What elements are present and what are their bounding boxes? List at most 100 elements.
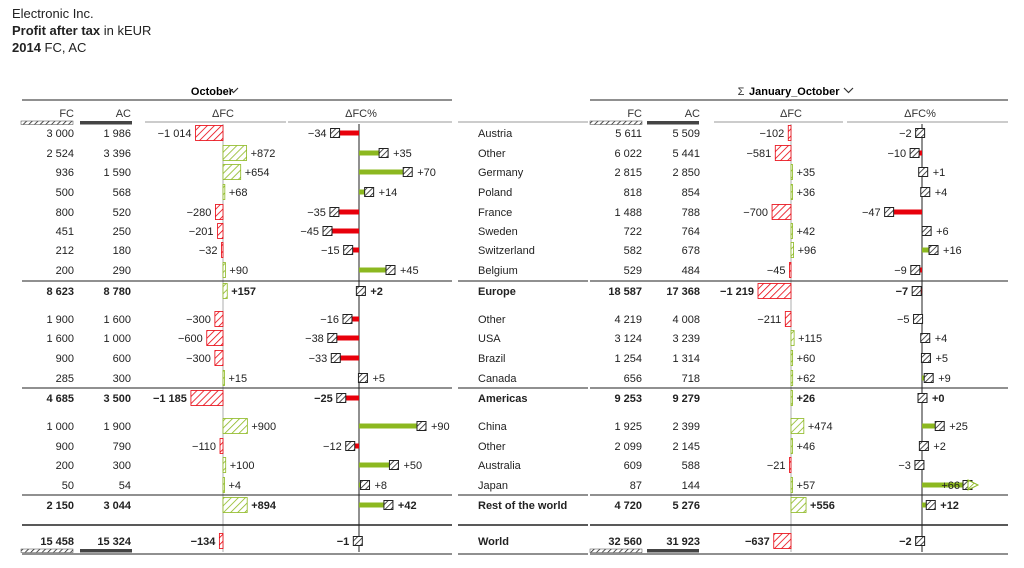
pct-bar-october — [359, 150, 384, 156]
col-header-dfc-jan-oct: ΔFC — [780, 108, 802, 120]
pct-bar-october — [359, 169, 408, 175]
table-row: 4 685 3 500 Americas 9 253 9 279 −1 185 +26 −25… — [46, 390, 945, 406]
dfc-bar-october — [222, 262, 226, 278]
pct-label-jan-oct: −2 — [899, 536, 912, 548]
pct-label-jan-oct: +0 — [932, 393, 945, 405]
fc-value-jan-oct: 609 — [624, 460, 642, 472]
fc-value-october: 900 — [56, 441, 74, 453]
dfc-bar-jan-oct — [790, 223, 793, 239]
pct-label-october: −33 — [309, 353, 328, 365]
pct-bar-october-pin — [357, 373, 368, 383]
table-row: 50 54 Japan 87 144 +4 +57 +8 +66 — [62, 477, 980, 493]
row-label: World — [478, 536, 509, 548]
measure-title: Profit after tax in kEUR — [12, 23, 151, 39]
pct-label-jan-oct: +5 — [935, 353, 948, 365]
dfc-label-october: −300 — [186, 353, 211, 365]
table-row: 2 524 3 396 Other 6 022 5 441 +872 −581 +35 −10 — [46, 145, 922, 161]
col-header-dfcpct-october: ΔFC% — [345, 108, 377, 120]
pct-bar-jan-oct-pin — [925, 500, 936, 510]
ac-value-october: 3 500 — [103, 393, 131, 405]
pct-bar-jan-oct-pin — [911, 286, 922, 296]
table-row: 285 300 Canada 656 718 +15 +62 +5 +9 — [56, 370, 951, 386]
pct-bar-jan-oct-pin — [934, 421, 945, 431]
pct-bar-october — [341, 395, 359, 401]
dfc-bar-jan-oct — [774, 145, 792, 161]
scenario-text: FC, AC — [40, 40, 87, 55]
dfc-label-october: +894 — [251, 500, 277, 512]
ac-value-october: 1 986 — [103, 128, 131, 140]
pct-label-jan-oct: +12 — [940, 500, 959, 512]
pct-label-october: +90 — [431, 421, 450, 433]
pct-label-october: +8 — [375, 480, 388, 492]
dfc-label-october: −600 — [178, 333, 203, 345]
dfc-label-october: +15 — [229, 373, 248, 385]
ac-value-jan-oct: 4 008 — [672, 314, 700, 326]
dfc-label-jan-oct: −21 — [767, 460, 786, 472]
pct-bar-october — [359, 267, 390, 273]
ac-value-jan-oct: 678 — [682, 245, 700, 257]
ac-value-october: 1 600 — [103, 314, 131, 326]
pct-bar-october-pin — [402, 167, 413, 177]
dfc-label-jan-oct: +474 — [808, 421, 833, 433]
fc-value-october: 936 — [56, 167, 74, 179]
scenario-marker-header-fc-jan-oct — [589, 120, 643, 125]
ac-value-jan-oct: 2 850 — [672, 167, 700, 179]
dfc-label-jan-oct: −102 — [759, 128, 784, 140]
dfc-bar-october — [222, 370, 225, 386]
ac-value-jan-oct: 5 509 — [672, 128, 700, 140]
dfc-bar-jan-oct — [790, 477, 793, 493]
pct-label-october: −1 — [337, 536, 350, 548]
pct-bar-october — [348, 247, 359, 253]
ac-value-jan-oct: 144 — [682, 480, 700, 492]
pct-label-jan-oct: +4 — [935, 187, 948, 199]
pct-bar-october — [334, 209, 359, 215]
pct-label-jan-oct: +2 — [933, 441, 946, 453]
company-name: Electronic Inc. — [12, 6, 94, 22]
scenario-marker-footer — [589, 548, 643, 553]
row-label: Other — [478, 314, 506, 326]
sigma-icon: Σ — [738, 86, 745, 98]
pct-bar-jan-oct-pin — [910, 265, 921, 275]
scenario-marker-footer — [20, 548, 74, 553]
col-header-ac-jan-oct: AC — [685, 108, 700, 120]
dfc-label-october: +90 — [229, 265, 248, 277]
pct-bar-jan-oct — [922, 423, 940, 429]
pct-label-jan-oct: +4 — [935, 333, 948, 345]
pct-bar-october-pin — [327, 333, 338, 343]
pct-bar-october-pin — [383, 500, 394, 510]
fc-value-october: 15 458 — [40, 536, 74, 548]
ac-value-october: 290 — [113, 265, 131, 277]
fc-value-october: 3 000 — [46, 128, 74, 140]
fc-value-jan-oct: 4 720 — [614, 500, 642, 512]
row-label: Germany — [478, 167, 524, 179]
dfc-label-jan-oct: −637 — [745, 536, 770, 548]
dfc-label-october: −280 — [187, 207, 212, 219]
pct-bar-october-pin — [343, 245, 354, 255]
dfc-label-october: +68 — [229, 187, 248, 199]
col-header-dfc-october: ΔFC — [212, 108, 234, 120]
pct-bar-jan-oct-pin — [915, 536, 926, 546]
pct-bar-jan-oct — [922, 482, 967, 488]
ac-value-october: 180 — [113, 245, 131, 257]
ac-value-october: 8 780 — [103, 286, 131, 298]
col-header-ac-october: AC — [116, 108, 131, 120]
fc-value-jan-oct: 32 560 — [608, 536, 642, 548]
fc-value-jan-oct: 529 — [624, 265, 642, 277]
scenario-marker-header-fc-october — [20, 120, 74, 125]
ac-value-jan-oct: 2 145 — [672, 441, 700, 453]
fc-value-jan-oct: 818 — [624, 187, 642, 199]
row-label: Americas — [478, 393, 528, 405]
fc-value-jan-oct: 1 488 — [614, 207, 642, 219]
ac-value-october: 3 044 — [103, 500, 131, 512]
pct-label-october: −25 — [314, 393, 333, 405]
pct-label-october: −38 — [305, 333, 324, 345]
ac-value-october: 250 — [113, 226, 131, 238]
dfc-label-october: +872 — [251, 148, 276, 160]
pct-label-jan-oct: +16 — [943, 245, 962, 257]
pct-label-october: +2 — [370, 286, 383, 298]
table-row: 451 250 Sweden 722 764 −201 +42 −45 +6 — [56, 223, 949, 239]
dfc-bar-october — [217, 223, 224, 239]
dfc-bar-jan-oct — [789, 262, 792, 278]
fc-value-october: 500 — [56, 187, 74, 199]
period-label-october: October — [191, 86, 234, 98]
